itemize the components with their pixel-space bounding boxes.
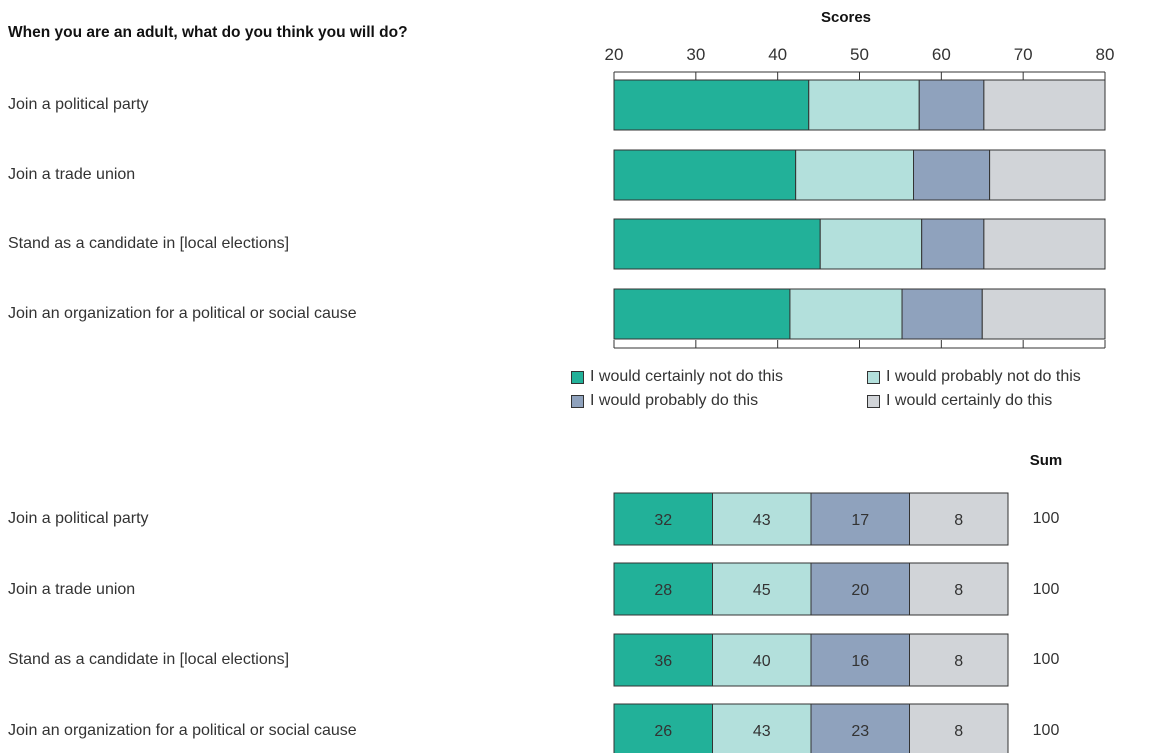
bar-segment [795, 149, 915, 201]
table-cell [810, 492, 910, 546]
legend-item: I would probably not do this [867, 368, 1081, 386]
question-title: When you are an adult, what do you think… [8, 24, 408, 41]
row-label: Join a trade union [8, 581, 136, 598]
sum-value: 100 [1032, 510, 1060, 527]
tick-label: 20 [605, 45, 624, 64]
cell-value: 43 [753, 723, 771, 740]
table-cell [909, 492, 1009, 546]
bar-segment [613, 218, 821, 270]
cell-value: 36 [654, 653, 672, 670]
cell-value: 43 [753, 512, 771, 529]
table-cell [909, 703, 1009, 753]
bar-segment [983, 79, 1106, 131]
legend-swatch [867, 370, 880, 384]
tick-label: 60 [932, 45, 951, 64]
table-cell [712, 562, 812, 616]
cell-value: 28 [654, 582, 672, 599]
legend-label: I would probably not do this [886, 368, 1081, 385]
bar-segment [918, 79, 985, 131]
sum-value: 100 [1032, 581, 1060, 598]
bar-segment [613, 149, 797, 201]
bar-segment [901, 288, 983, 340]
sum-value: 100 [1032, 722, 1060, 739]
cell-value: 16 [851, 653, 869, 670]
cell-value: 26 [654, 723, 672, 740]
cell-value: 8 [954, 512, 963, 529]
bar-segment [819, 218, 923, 270]
table-cell [909, 633, 1009, 687]
sum-title: Sum [1029, 452, 1063, 469]
table-cell [712, 633, 812, 687]
bar-segment [613, 79, 810, 131]
legend-label: I would probably do this [590, 392, 759, 409]
legend-item: I would certainly do this [867, 392, 1052, 410]
bar-segment [613, 288, 791, 340]
row-label: Join a trade union [8, 166, 136, 183]
row-label: Join an organization for a political or … [8, 722, 357, 739]
table-cell [613, 492, 713, 546]
table-cell [712, 703, 812, 753]
tick-label: 40 [768, 45, 787, 64]
bar-segment [913, 149, 991, 201]
row-label: Stand as a candidate in [local elections… [8, 235, 290, 252]
sum-value: 100 [1032, 651, 1060, 668]
bar-segment [921, 218, 985, 270]
legend-swatch [571, 370, 584, 384]
cell-value: 8 [954, 582, 963, 599]
row-label: Join a political party [8, 510, 149, 527]
cell-value: 17 [851, 512, 869, 529]
legend-swatch [867, 394, 880, 408]
row-label: Join an organization for a political or … [8, 305, 357, 322]
table-cell [613, 703, 713, 753]
bar-segment [808, 79, 920, 131]
table-cell [810, 633, 910, 687]
tick-label: 30 [686, 45, 705, 64]
legend-swatch [571, 394, 584, 408]
cell-value: 8 [954, 723, 963, 740]
bar-segment [983, 218, 1106, 270]
row-label: Stand as a candidate in [local elections… [8, 651, 290, 668]
cell-value: 23 [851, 723, 869, 740]
legend-label: I would certainly do this [886, 392, 1053, 409]
row-label: Join a political party [8, 96, 149, 113]
cell-value: 8 [954, 653, 963, 670]
chart-title: Scores [820, 9, 872, 26]
cell-value: 32 [654, 512, 672, 529]
tick-label: 70 [1014, 45, 1033, 64]
legend-label: I would certainly not do this [590, 368, 783, 385]
bar-segment [989, 149, 1106, 201]
cell-value: 20 [851, 582, 869, 599]
legend-item: I would probably do this [571, 392, 758, 410]
bar-segment [981, 288, 1106, 340]
cell-value: 45 [753, 582, 771, 599]
table-cell [613, 562, 713, 616]
table-cell [909, 562, 1009, 616]
tick-label: 80 [1096, 45, 1115, 64]
bar-segment [789, 288, 903, 340]
tick-label: 50 [850, 45, 869, 64]
cell-value: 40 [753, 653, 771, 670]
legend-item: I would certainly not do this [571, 368, 783, 386]
table-cell [810, 562, 910, 616]
